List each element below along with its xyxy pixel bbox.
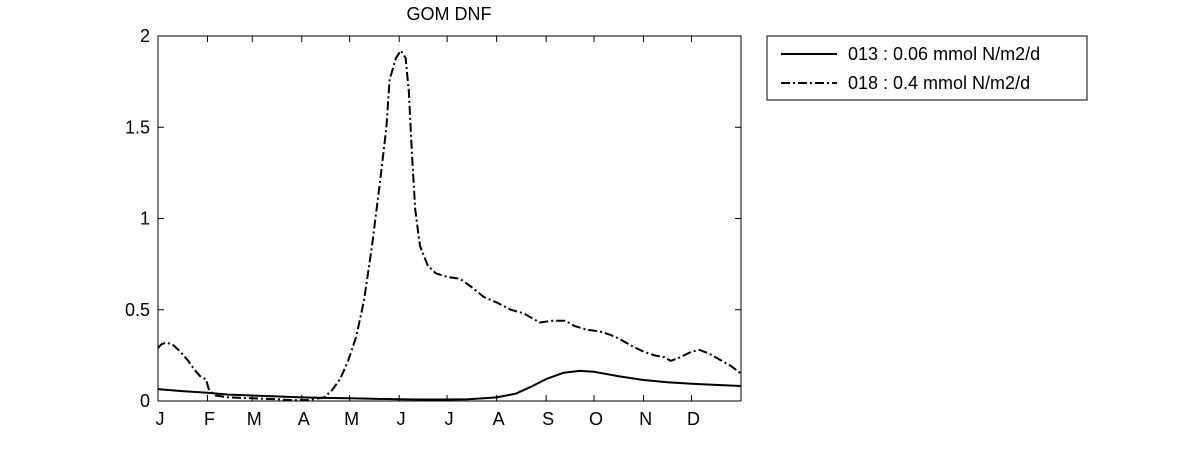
legend: 013 : 0.06 mmol N/m2/d 018 : 0.4 mmol N/… <box>766 35 1088 101</box>
x-tick-label: M <box>247 409 262 429</box>
x-tick-label: S <box>542 409 554 429</box>
series-line-013 <box>157 369 742 401</box>
x-tick-label: J <box>397 409 406 429</box>
x-tick-label: J <box>156 409 165 429</box>
legend-label-018: 018 : 0.4 mmol N/m2/d <box>848 73 1030 93</box>
x-tick-label: N <box>639 409 652 429</box>
x-tick-label: A <box>298 409 310 429</box>
legend-box <box>766 35 1088 101</box>
x-tick-label: J <box>445 409 454 429</box>
x-tick-label: F <box>204 409 215 429</box>
series-lines <box>157 49 742 402</box>
y-tick-label: 2 <box>140 26 150 46</box>
x-tick-label: A <box>493 409 505 429</box>
y-tick-label: 1.5 <box>125 117 150 137</box>
x-tick-label: M <box>344 409 359 429</box>
series-line-018 <box>157 49 742 402</box>
y-tick-label: 1 <box>140 209 150 229</box>
legend-label-013: 013 : 0.06 mmol N/m2/d <box>848 44 1040 64</box>
axes-box <box>157 35 742 402</box>
x-tick-label: D <box>687 409 700 429</box>
y-tick-label: 0 <box>140 391 150 411</box>
plot-area <box>157 35 742 402</box>
chart-title: GOM DNF <box>407 4 492 24</box>
x-tick-label: O <box>589 409 603 429</box>
y-tick-label: 0.5 <box>125 300 150 320</box>
